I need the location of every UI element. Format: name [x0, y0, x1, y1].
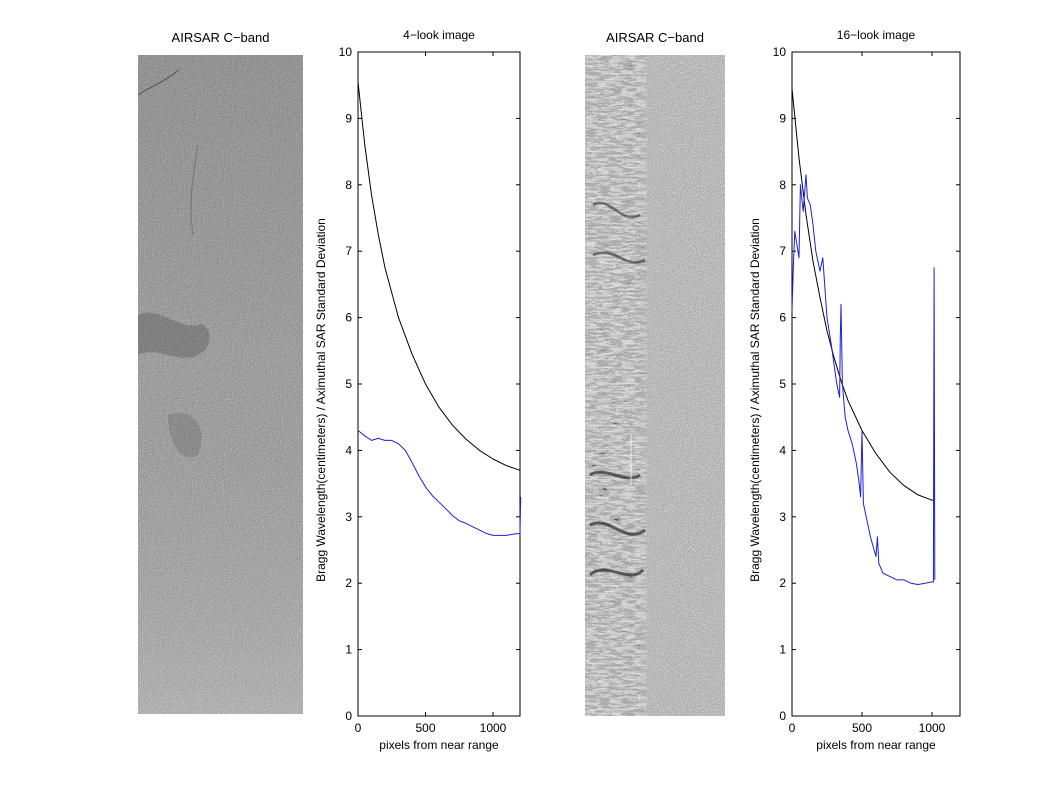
x-tick-label: 1000 [919, 721, 946, 735]
y-tick-label: 3 [779, 510, 786, 524]
chart-title: 16−look image [837, 28, 916, 42]
sar-image-left [138, 55, 303, 714]
y-tick-label: 0 [779, 709, 786, 723]
sar-texture-right [585, 55, 725, 716]
series-line-1 [357, 430, 522, 536]
chart-4-look: 4−look image 0 500 1000 0 1 2 3 4 5 6 7 8 9 10 pixels f… [314, 28, 522, 752]
y-tick-label: 6 [345, 311, 352, 325]
x-tick-label: 500 [415, 721, 435, 735]
y-tick-label: 9 [345, 111, 352, 125]
y-tick-label: 2 [345, 576, 352, 590]
y-tick-label: 8 [779, 178, 786, 192]
y-tick-label: 5 [345, 377, 352, 391]
y-tick-label: 2 [779, 576, 786, 590]
y-tick-label: 10 [773, 45, 787, 59]
y-tick-label: 0 [345, 709, 352, 723]
image-title-right: AIRSAR C−band [606, 30, 704, 45]
x-axis-label: pixels from near range [379, 738, 499, 752]
x-axis-label: pixels from near range [816, 738, 936, 752]
x-tick-label: 0 [789, 721, 796, 735]
y-tick-label: 1 [345, 643, 352, 657]
y-tick-label: 4 [345, 443, 352, 457]
x-tick-label: 500 [852, 721, 872, 735]
x-tick-label: 1000 [480, 721, 507, 735]
chart-16-look: 16−look image 0 500 1000 0 1 2 3 4 5 6 7 8 9 10 pixels … [748, 28, 961, 752]
y-tick-label: 3 [345, 510, 352, 524]
sar-image-right [585, 55, 725, 716]
series-line-1 [791, 174, 936, 585]
y-tick-label: 7 [345, 244, 352, 258]
y-tick-label: 7 [779, 244, 786, 258]
y-axis-label: Bragg Wavelength(centimeters) / Aximutha… [314, 218, 328, 582]
x-tick-label: 0 [355, 721, 362, 735]
y-tick-label: 9 [779, 111, 786, 125]
y-tick-label: 5 [779, 377, 786, 391]
y-tick-label: 1 [779, 643, 786, 657]
y-tick-label: 4 [779, 443, 786, 457]
y-tick-label: 10 [339, 45, 353, 59]
y-axis-label: Bragg Wavelength(centimeters) / Aximutha… [748, 218, 762, 582]
y-tick-label: 6 [779, 311, 786, 325]
sar-texture-left [138, 55, 303, 714]
series-line-0 [791, 88, 935, 501]
y-tick-label: 8 [345, 178, 352, 192]
series-line-0 [357, 81, 521, 471]
chart-title: 4−look image [403, 28, 475, 42]
plot-frame [357, 51, 521, 717]
image-title-left: AIRSAR C−band [171, 30, 270, 45]
